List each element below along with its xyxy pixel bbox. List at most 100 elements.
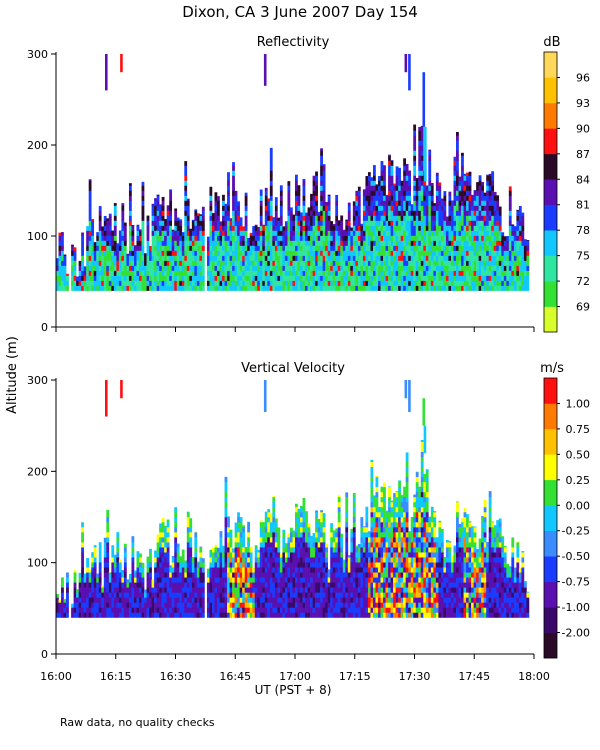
echo-cell <box>518 215 522 221</box>
echo-cell <box>166 220 170 226</box>
echo-cell <box>103 562 107 568</box>
echo-cell <box>438 235 442 241</box>
echo-cell <box>139 235 142 241</box>
echo-cell <box>136 552 140 558</box>
echo-cell <box>108 587 112 593</box>
echo-cell <box>113 205 117 211</box>
echo-cell <box>91 220 95 226</box>
echo-cell <box>332 230 336 236</box>
echo-cell <box>297 240 301 246</box>
echo-cell <box>395 255 399 261</box>
echo-cell <box>282 612 286 618</box>
echo-cell <box>191 577 195 583</box>
echo-cell <box>380 205 384 211</box>
echo-cell <box>453 245 457 251</box>
echo-cell <box>209 195 213 201</box>
echo-cell <box>355 205 359 211</box>
echo-cell <box>513 226 517 231</box>
echo-cell <box>365 280 369 286</box>
echo-cell <box>430 185 434 191</box>
echo-column <box>478 175 482 291</box>
echo-cell <box>274 562 278 568</box>
echo-cell <box>471 205 474 211</box>
echo-cell <box>149 280 152 286</box>
echo-cell <box>184 245 188 251</box>
echo-cell <box>284 240 288 246</box>
echo-cell <box>307 250 311 256</box>
echo-cell <box>214 557 218 563</box>
echo-cell <box>322 210 326 216</box>
colorbar-label: 69 <box>576 301 590 314</box>
echo-cell <box>73 255 77 261</box>
echo-cell <box>146 230 150 236</box>
echo-cell <box>523 265 527 271</box>
echo-cell <box>179 230 183 236</box>
echo-cell <box>295 260 298 266</box>
echo-cell <box>91 557 95 563</box>
echo-cell <box>156 270 160 276</box>
echo-cell <box>398 280 401 286</box>
echo-cell <box>194 270 198 276</box>
echo-cell <box>398 180 401 186</box>
echo-cell <box>242 542 245 548</box>
echo-cell <box>186 240 190 246</box>
echo-cell <box>214 602 218 608</box>
echo-cell <box>103 542 107 548</box>
echo-cell <box>310 200 313 206</box>
echo-cell <box>149 548 152 553</box>
echo-cell <box>186 572 190 578</box>
echo-column <box>257 226 261 291</box>
echo-cell <box>98 265 102 271</box>
echo-cell <box>388 235 391 241</box>
echo-cell <box>347 210 351 216</box>
echo-cell <box>423 265 427 271</box>
echo-cell <box>526 285 530 291</box>
echo-cell <box>227 577 230 583</box>
echo-cell <box>217 552 220 558</box>
echo-cell <box>217 225 220 231</box>
echo-cell <box>264 260 268 266</box>
echo-cell <box>320 148 323 151</box>
echo-cell <box>277 577 281 583</box>
echo-cell <box>88 235 92 241</box>
echo-cell <box>518 225 522 231</box>
echo-cell <box>259 255 263 261</box>
echo-cell <box>184 597 188 603</box>
echo-cell <box>224 532 228 538</box>
echo-cell <box>123 597 127 603</box>
echo-cell <box>222 245 225 251</box>
echo-cell <box>367 255 371 261</box>
echo-cell <box>400 240 404 246</box>
echo-cell <box>214 195 218 201</box>
echo-cell <box>378 180 381 186</box>
echo-cell <box>357 245 361 251</box>
echo-cell <box>264 280 268 286</box>
echo-cell <box>380 220 384 226</box>
echo-cell <box>259 520 263 523</box>
echo-column <box>181 232 185 291</box>
echo-cell <box>184 170 188 176</box>
echo-cell <box>461 195 464 201</box>
echo-cell <box>108 270 112 276</box>
echo-cell <box>164 562 167 568</box>
echo-cell <box>174 507 178 513</box>
echo-cell <box>443 230 447 236</box>
echo-cell <box>352 255 356 261</box>
echo-cell <box>428 210 432 216</box>
echo-cell <box>279 567 283 573</box>
echo-cell <box>388 250 391 256</box>
echo-cell <box>66 602 69 608</box>
echo-cell <box>257 235 261 241</box>
echo-cell <box>191 235 195 241</box>
reflectivity-heatmap <box>56 54 530 291</box>
echo-column <box>259 189 263 291</box>
echo-cell <box>154 552 157 558</box>
echo-cell <box>146 556 150 558</box>
echo-cell <box>471 245 474 251</box>
echo-cell <box>244 265 248 271</box>
echo-cell <box>486 255 490 261</box>
echo-cell <box>325 250 329 256</box>
echo-cell <box>380 260 384 266</box>
echo-cell <box>217 270 220 276</box>
echo-cell <box>227 547 230 553</box>
